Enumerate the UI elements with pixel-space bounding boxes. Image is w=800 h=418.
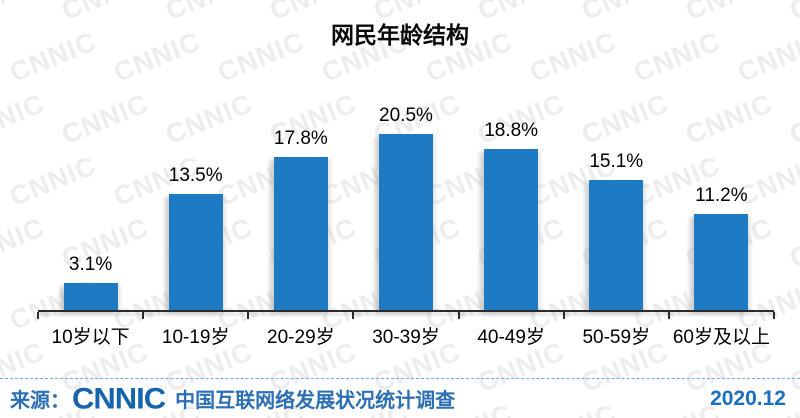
bar-group: 13.5% <box>143 60 248 310</box>
bar-value-label: 15.1% <box>589 151 644 172</box>
x-axis-tick <box>37 312 39 319</box>
x-axis-tick <box>667 312 670 319</box>
x-axis-label: 40-49岁 <box>477 327 545 348</box>
cnnic-logo: CNNIC <box>72 381 166 416</box>
bar <box>63 283 118 310</box>
bar <box>694 214 749 310</box>
x-axis-line <box>37 310 775 319</box>
bar-group: 17.8% <box>248 60 353 310</box>
x-axis-tick <box>352 312 355 319</box>
x-axis-label: 10岁以下 <box>51 327 130 348</box>
x-axis-tick <box>247 312 250 319</box>
bar <box>589 180 644 310</box>
x-axis-label: 30-39岁 <box>372 327 440 348</box>
bar <box>484 149 539 310</box>
bar-value-label: 20.5% <box>379 105 433 126</box>
footer-org-text: 中国互联网络发展状况统计调查 <box>175 390 456 412</box>
bar-value-label: 11.2% <box>695 185 748 206</box>
bar-group: 18.8% <box>459 60 564 310</box>
x-axis-tick <box>142 312 145 319</box>
bar-group: 15.1% <box>564 60 669 310</box>
bar-value-label: 3.1% <box>68 254 113 275</box>
x-axis-label: 10-19岁 <box>161 327 230 348</box>
bar <box>168 194 223 310</box>
bar-group: 20.5% <box>353 60 458 310</box>
x-axis-labels: 10岁以下 10-19岁 20-29岁 30-39岁 40-49岁 50-59岁… <box>38 322 774 349</box>
x-axis-label: 20-29岁 <box>267 327 335 348</box>
x-axis-tick <box>773 312 775 319</box>
bar-chart-plot: 3.1% 13.5% 17.8% 20.5% 18.8% 15.1% 11.2% <box>38 60 774 310</box>
x-axis-tick <box>562 312 565 319</box>
x-axis-tick <box>457 312 460 319</box>
bar-value-label: 18.8% <box>484 120 539 141</box>
watermark-text: CNNIC <box>785 88 800 150</box>
bar <box>378 134 433 310</box>
bar-value-label: 17.8% <box>273 128 328 149</box>
x-axis-label: 60岁及以上 <box>672 327 770 348</box>
bar <box>273 157 328 310</box>
chart-title: 网民年龄结构 <box>331 22 469 48</box>
bar-value-label: 13.5% <box>168 165 223 186</box>
x-axis-label: 50-59岁 <box>582 327 651 348</box>
bar-group: 3.1% <box>38 60 143 310</box>
footer-date: 2020.12 <box>710 386 786 410</box>
bar-group: 11.2% <box>669 60 774 310</box>
footer: 来源： CNNIC 中国互联网络发展状况统计调查 2020.12 <box>0 378 800 418</box>
source-label: 来源： <box>10 390 70 412</box>
watermark-text: CNNIC <box>785 212 800 274</box>
